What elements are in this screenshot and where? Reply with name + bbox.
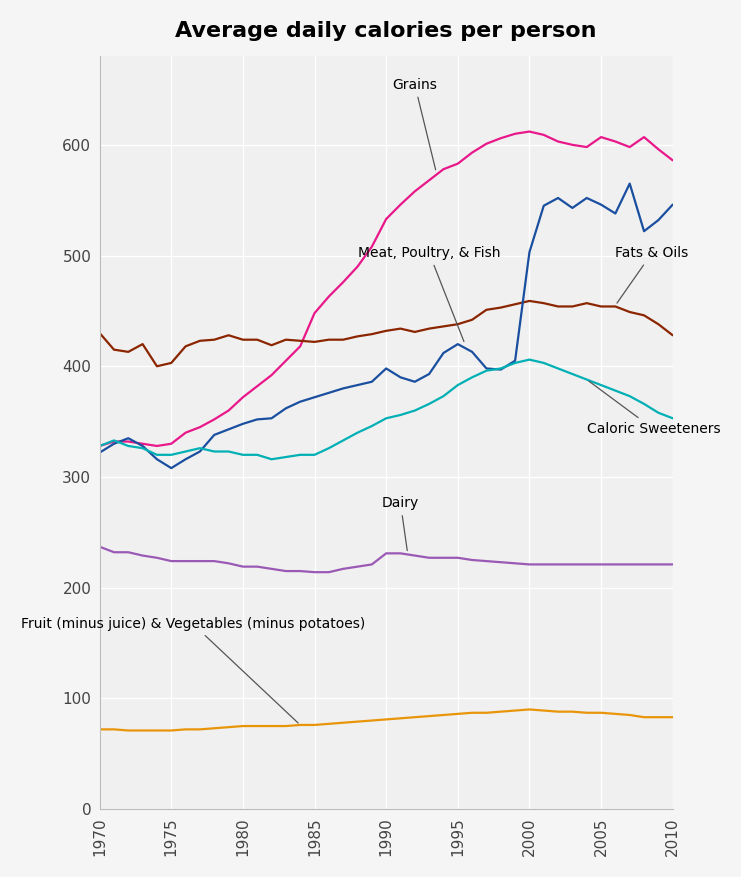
Text: Fruit (minus juice) & Vegetables (minus potatoes): Fruit (minus juice) & Vegetables (minus … xyxy=(21,617,365,723)
Text: Meat, Poultry, & Fish: Meat, Poultry, & Fish xyxy=(358,246,500,341)
Text: Dairy: Dairy xyxy=(382,496,419,551)
Text: Fats & Oils: Fats & Oils xyxy=(615,246,688,303)
Text: Grains: Grains xyxy=(393,78,437,170)
Title: Average daily calories per person: Average daily calories per person xyxy=(176,21,597,41)
Text: Caloric Sweeteners: Caloric Sweeteners xyxy=(587,381,720,436)
